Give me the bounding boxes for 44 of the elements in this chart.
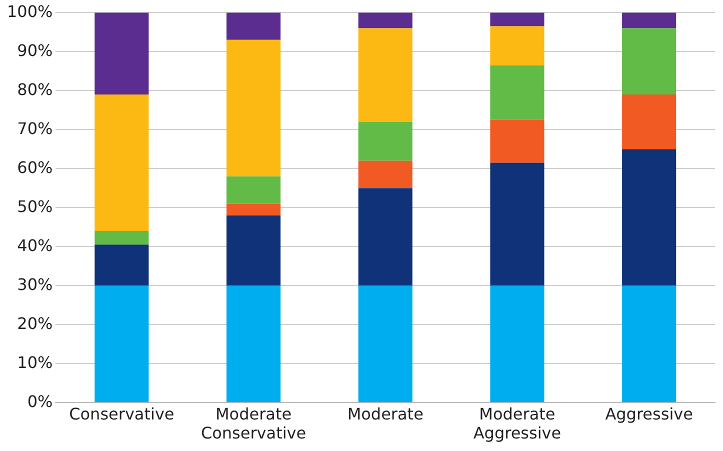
y-tick-label: 20% [17, 314, 53, 333]
bar [358, 28, 412, 122]
bar [94, 244, 149, 286]
bar [226, 215, 281, 286]
bar [622, 12, 676, 28]
y-tick-label: 0% [27, 392, 53, 411]
bar [358, 188, 412, 286]
bar [490, 286, 544, 402]
bar [622, 94, 676, 150]
y-tick-label: 50% [17, 196, 53, 216]
y-tick-label: 10% [17, 352, 53, 372]
x-tick-label: Moderate Conservative [200, 404, 306, 443]
y-tick-label: 30% [17, 274, 53, 294]
bar [226, 204, 281, 216]
y-tick-label: 80% [17, 80, 53, 99]
bar [490, 162, 544, 286]
bar [622, 28, 676, 94]
bar [358, 160, 412, 188]
bar [358, 122, 412, 161]
bar [226, 40, 281, 176]
y-tick-label: 90% [17, 40, 53, 60]
bar [94, 12, 149, 94]
x-tick-label: Moderate Aggressive [473, 404, 562, 443]
bar [622, 286, 676, 402]
bar [226, 286, 281, 402]
bar [490, 26, 544, 66]
bar [622, 149, 676, 286]
y-tick-label: 100% [6, 2, 53, 21]
x-tick-label: Moderate [347, 404, 424, 424]
x-tick-label: Aggressive [605, 404, 693, 424]
bar [358, 12, 412, 28]
bar [490, 65, 544, 120]
y-tick-label: 70% [17, 118, 53, 138]
y-tick-label: 60% [17, 158, 53, 177]
bar [490, 120, 544, 163]
x-tick-label: Conservative [69, 404, 174, 424]
bar [226, 176, 281, 204]
bar [94, 231, 149, 245]
bar [94, 94, 149, 231]
bar [358, 286, 412, 402]
bar [94, 286, 149, 402]
bar [490, 12, 544, 26]
y-tick-label: 40% [17, 236, 53, 255]
bar [226, 12, 281, 40]
